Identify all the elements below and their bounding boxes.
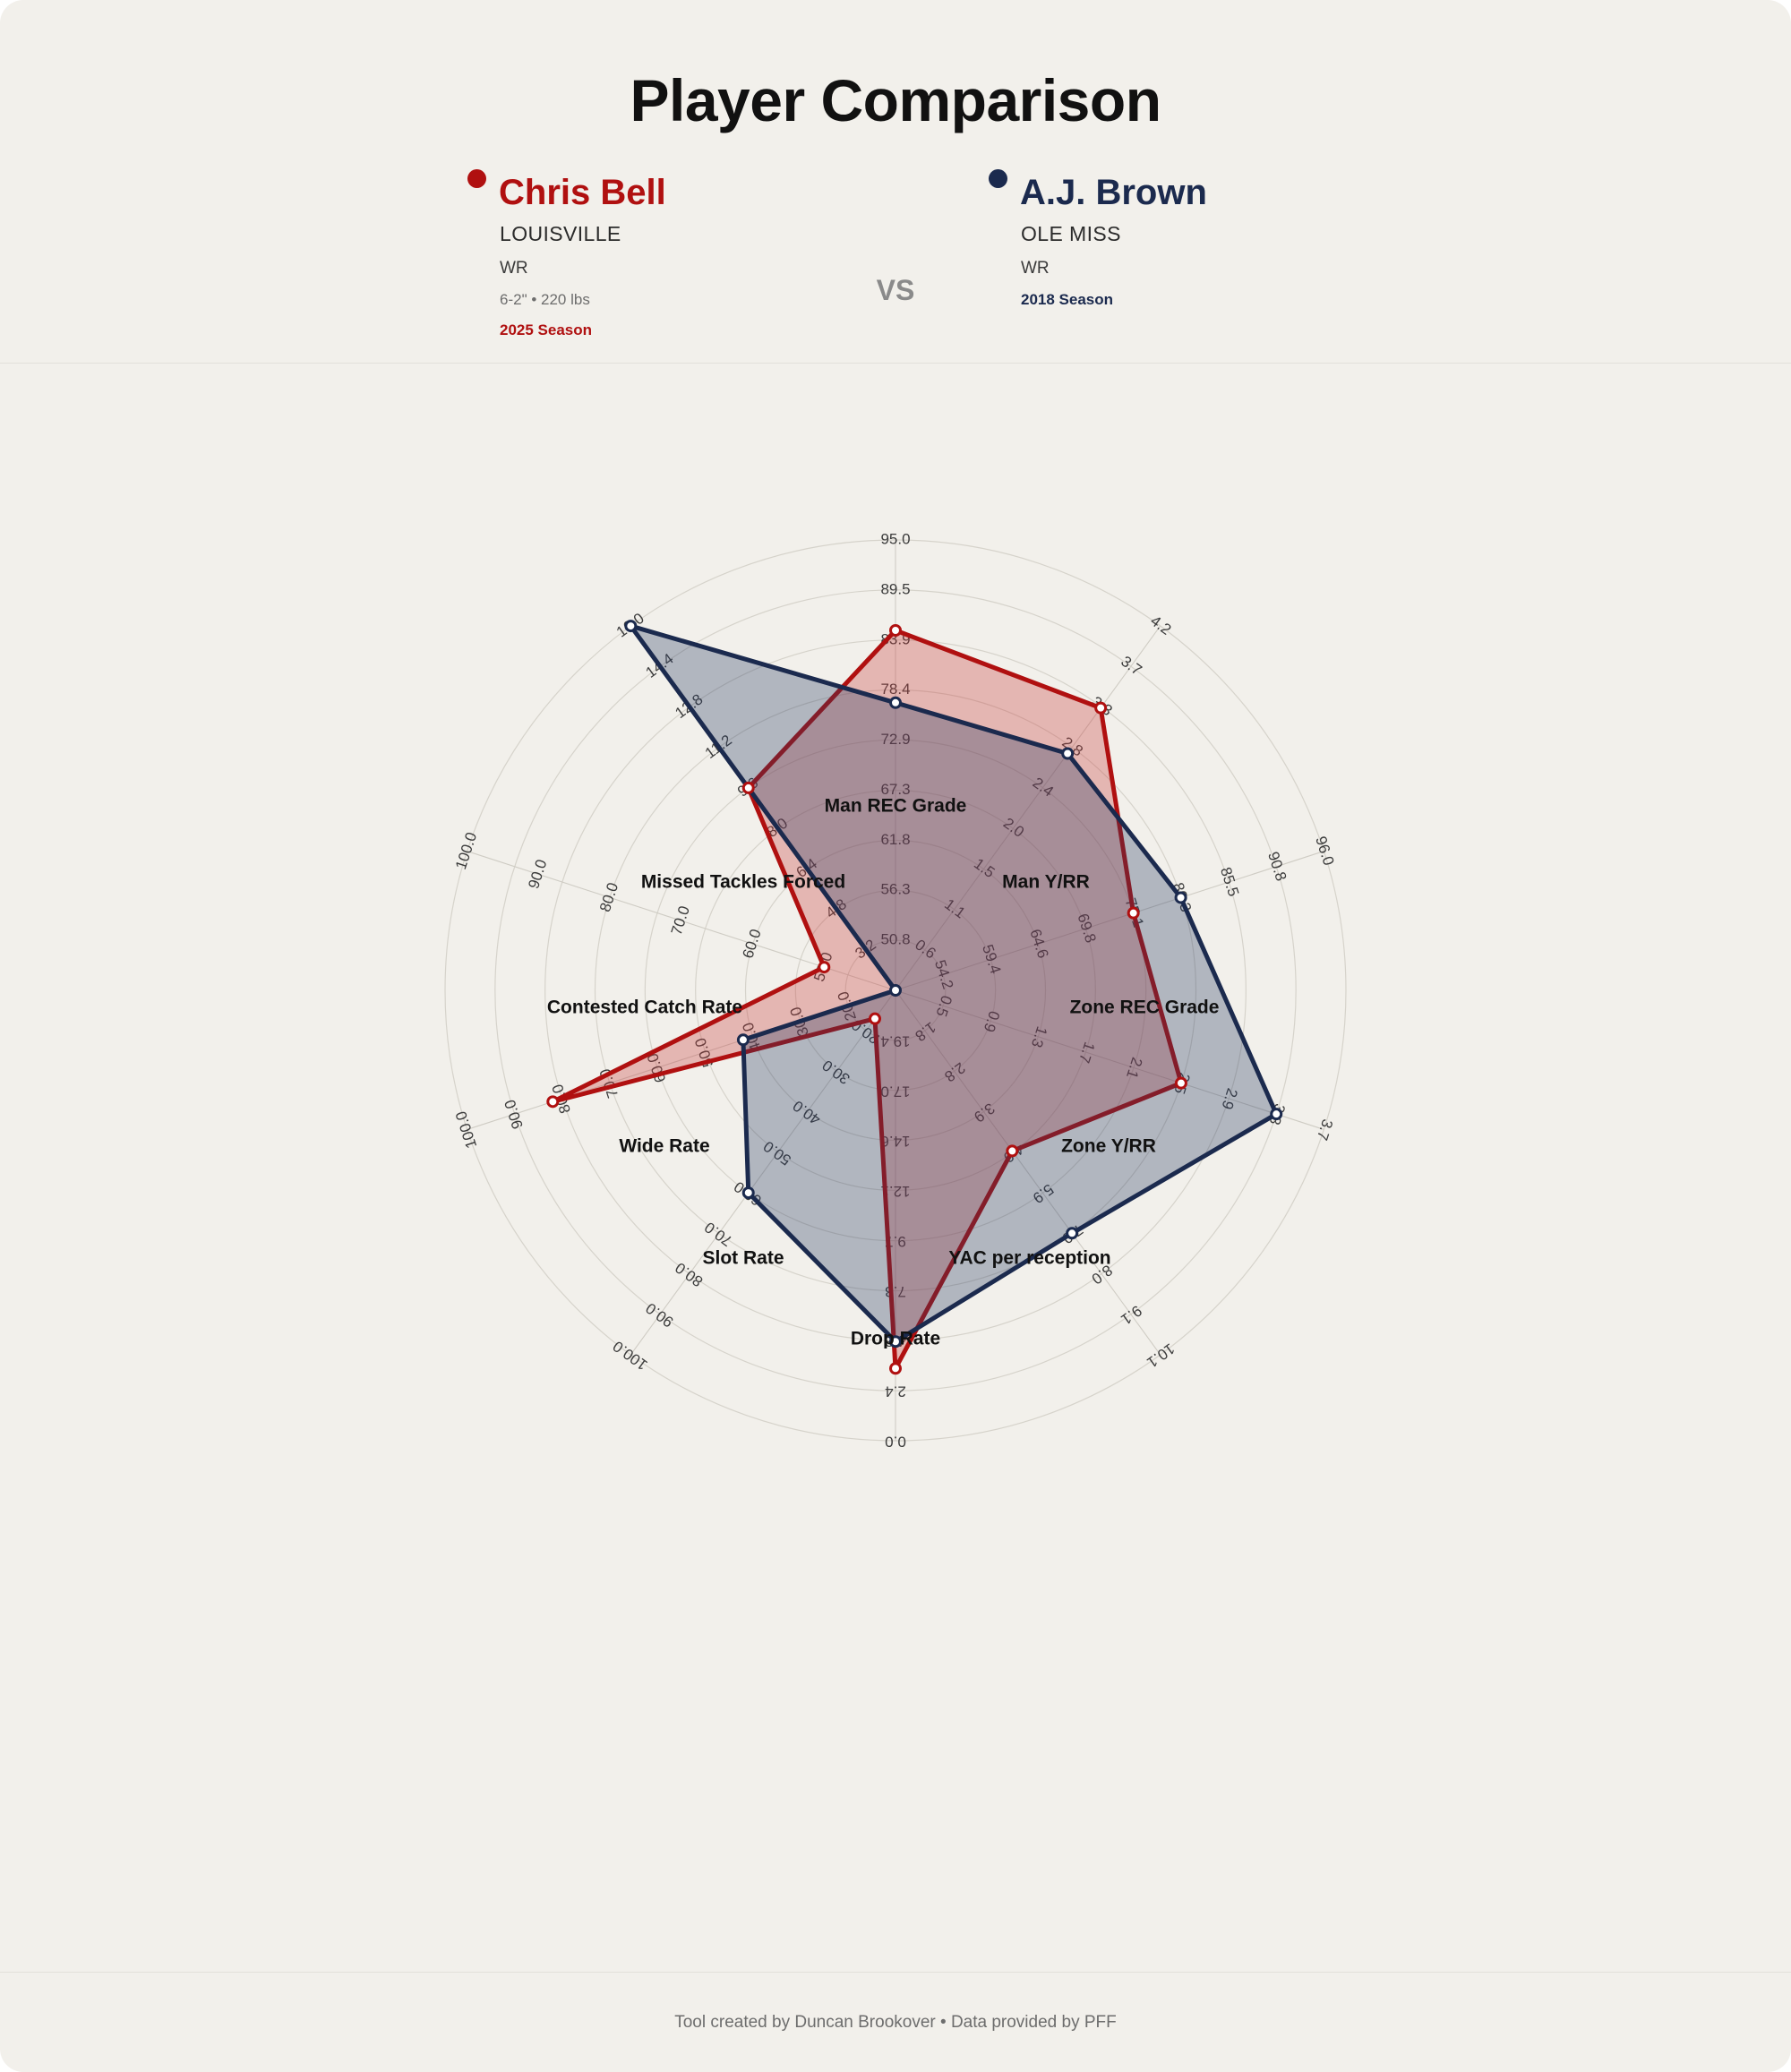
- axis-title-slot-rate: Slot Rate: [702, 1248, 784, 1269]
- radar-data-point: [1066, 1227, 1079, 1240]
- vs-badge: VS: [876, 274, 915, 306]
- player-left-name: Chris Bell: [499, 173, 666, 212]
- axis-tick-label: 85.5: [1217, 865, 1242, 898]
- axis-tick-label: 10.1: [1144, 1340, 1178, 1371]
- page-title: Player Comparison: [630, 67, 1161, 133]
- player-left-measurables: 6-2" • 220 lbs: [500, 291, 590, 308]
- radar-data-point: [1094, 701, 1108, 715]
- radar-data-point: [818, 961, 831, 974]
- radar-data-point: [546, 1095, 560, 1109]
- player-left-position: WR: [500, 259, 528, 278]
- player-card-right: A.J. Brown OLE MISS WR 2018 Season: [949, 168, 1343, 309]
- legend-dot-right: [989, 168, 1007, 188]
- header: Player Comparison Chris Bell LOUISVILLE …: [0, 0, 1791, 364]
- radar-data-point: [1174, 891, 1187, 904]
- axis-tick-label: 0.0: [885, 1434, 906, 1451]
- axis-tick-label: 90.8: [1264, 850, 1290, 883]
- matchup-row: Chris Bell LOUISVILLE WR 6-2" • 220 lbs …: [0, 168, 1791, 339]
- player-left-name-row: Chris Bell: [467, 168, 842, 212]
- player-right-name-row: A.J. Brown: [989, 168, 1343, 212]
- axis-tick-label: 9.1: [1118, 1302, 1144, 1328]
- radar-data-point: [741, 1186, 755, 1200]
- axis-spoke: [895, 989, 1161, 1356]
- radar-data-point: [1174, 1076, 1187, 1090]
- radar-data-point: [1270, 1108, 1283, 1121]
- axis-tick-label: 80.0: [596, 880, 621, 913]
- axis-tick-label: 100.0: [452, 830, 480, 871]
- player-left-season: 2025 Season: [500, 321, 593, 338]
- axis-tick-label: 4.2: [1147, 612, 1174, 638]
- player-left-team: LOUISVILLE: [500, 222, 621, 245]
- axis-spoke: [895, 625, 1161, 991]
- radar-data-point: [736, 1033, 750, 1047]
- axis-spoke: [895, 851, 1324, 991]
- axis-tick-label: 56.3: [880, 881, 910, 898]
- axis-tick-label: 3.7: [1314, 1117, 1336, 1143]
- axis-tick-label: 95.0: [880, 530, 910, 547]
- axis-tick-label: 70.0: [701, 1219, 735, 1250]
- radar-data-point: [889, 1335, 902, 1349]
- axis-tick-label: 90.0: [525, 857, 550, 890]
- axis-tick-label: 19.4: [880, 1032, 910, 1049]
- player-right-season: 2018 Season: [1021, 291, 1114, 308]
- axis-tick-label: 90.0: [501, 1098, 527, 1131]
- axis-title-man-y-rr: Man Y/RR: [1002, 872, 1090, 893]
- axis-tick-label: 67.3: [880, 781, 910, 798]
- axis-tick-label: 100.0: [452, 1109, 480, 1151]
- axis-title-man-rec-grade: Man REC Grade: [825, 796, 967, 817]
- axis-tick-label: 60.0: [739, 927, 764, 960]
- radar-data-point: [889, 696, 902, 709]
- player-card-left: Chris Bell LOUISVILLE WR 6-2" • 220 lbs …: [448, 168, 842, 339]
- radar-data-point: [889, 624, 902, 638]
- axis-title-contested-catch-rate: Contested Catch Rate: [547, 997, 742, 1018]
- axis-title-zone-rec-grade: Zone REC Grade: [1070, 997, 1220, 1018]
- radar-chart: 50.856.361.867.372.978.483.989.595.00.61…: [444, 530, 1347, 1451]
- axis-title-wide-rate: Wide Rate: [619, 1136, 709, 1157]
- axis-spoke: [895, 989, 1324, 1130]
- footer-credit: Tool created by Duncan Brookover • Data …: [674, 2012, 1117, 2032]
- axis-tick-label: 78.4: [880, 681, 910, 698]
- axis-title-zone-y-rr: Zone Y/RR: [1061, 1136, 1156, 1157]
- axis-tick-label: 100.0: [610, 1338, 651, 1374]
- player-right-team: OLE MISS: [1021, 222, 1121, 245]
- axis-title-yac-per-reception: YAC per reception: [948, 1248, 1110, 1269]
- radar-data-point: [869, 1012, 882, 1025]
- axis-tick-label: 12.1: [880, 1183, 910, 1200]
- radar-data-point: [624, 620, 638, 633]
- axis-tick-label: 50.8: [880, 931, 910, 948]
- radar-data-point: [889, 984, 902, 997]
- radar-data-point: [889, 1362, 902, 1375]
- axis-tick-label: 2.4: [885, 1383, 906, 1400]
- radar-data-point: [1127, 906, 1140, 920]
- player-right-position: WR: [1021, 259, 1050, 278]
- radar-chart-container: 50.856.361.867.372.978.483.989.595.00.61…: [0, 364, 1791, 1886]
- axis-tick-label: 70.0: [668, 903, 693, 937]
- axis-spoke: [630, 989, 896, 1356]
- axis-tick-label: 89.5: [880, 580, 910, 597]
- axis-tick-label: 90.0: [643, 1299, 677, 1331]
- axis-tick-label: 96.0: [1312, 835, 1337, 868]
- legend-dot-left: [467, 168, 486, 188]
- player-right-name: A.J. Brown: [1020, 173, 1207, 212]
- axis-tick-label: 17.0: [880, 1083, 910, 1100]
- axis-tick-label: 72.9: [880, 731, 910, 748]
- axis-title-drop-rate: Drop Rate: [851, 1329, 940, 1349]
- footer: Tool created by Duncan Brookover • Data …: [0, 1972, 1791, 2072]
- axis-tick-label: 14.6: [880, 1133, 910, 1150]
- radar-data-point: [1061, 747, 1075, 760]
- radar-data-point: [741, 781, 755, 794]
- axis-title-missed-tackles-forced: Missed Tackles Forced: [641, 872, 845, 893]
- axis-tick-label: 3.7: [1118, 653, 1144, 679]
- radar-data-point: [1006, 1144, 1019, 1158]
- axis-tick-label: 61.8: [880, 831, 910, 848]
- axis-tick-label: 80.0: [672, 1259, 706, 1290]
